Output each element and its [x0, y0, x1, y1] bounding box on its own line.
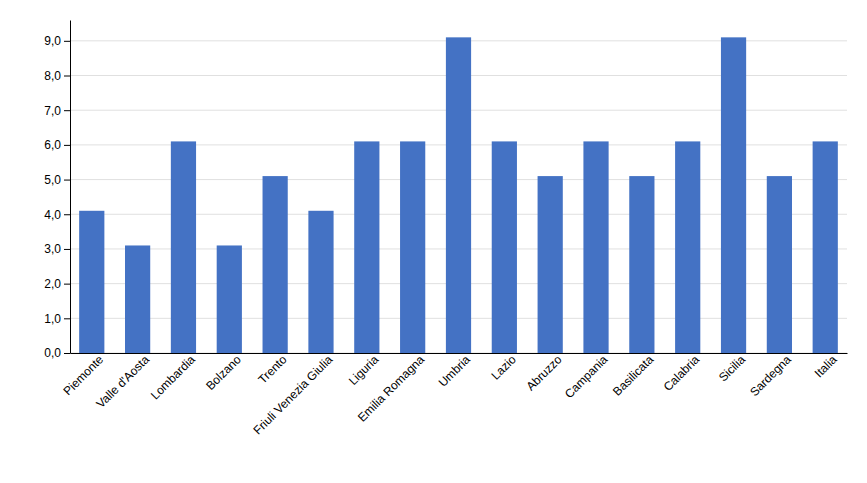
tick-label: 4,0 [44, 208, 61, 222]
x-axis: PiemonteValle d'AostaLombardiaBolzano Tre… [60, 352, 847, 437]
tick-label: Lazio [489, 352, 519, 382]
tick-label: 2,0 [44, 277, 61, 291]
tick: Trento [255, 352, 289, 386]
bar [813, 141, 838, 353]
bar [675, 141, 700, 353]
tick: Umbria [436, 352, 473, 389]
tick-mark [64, 145, 70, 146]
tick: Basilicata [610, 352, 656, 398]
tick-label: Umbria [436, 352, 473, 389]
tick: 0,0 [44, 346, 70, 360]
bar [125, 245, 150, 353]
tick: Emilia Romagna [355, 352, 427, 424]
chart: 0,0 1,0 2,0 3,0 4,0 5,0 6,0 7,0 8,0 9,0 PiemonteVa… [0, 0, 867, 483]
tick: Italia [812, 352, 840, 380]
tick-label: 9,0 [44, 34, 61, 48]
tick: 6,0 [44, 138, 70, 152]
y-axis: 0,0 1,0 2,0 3,0 4,0 5,0 6,0 7,0 8,0 9,0 [44, 21, 70, 361]
tick: Piemonte [60, 352, 106, 398]
tick-label: 0,0 [44, 346, 61, 360]
tick: 3,0 [44, 242, 70, 256]
tick-label: Emilia Romagna [355, 352, 427, 424]
plot: 0,0 1,0 2,0 3,0 4,0 5,0 6,0 7,0 8,0 9,0 PiemonteVa… [44, 21, 847, 438]
tick-label: Friuli Venezia Giulia [251, 352, 336, 437]
bar [583, 141, 608, 353]
bar [217, 245, 242, 353]
tick-label: Liguria [346, 352, 382, 388]
tick: Lombardia [148, 352, 198, 402]
tick: Sardegna [747, 352, 794, 399]
tick-label: Sardegna [747, 352, 794, 399]
bar [308, 211, 333, 353]
tick: 7,0 [44, 104, 70, 118]
tick-mark [64, 318, 70, 319]
tick-label: 7,0 [44, 104, 61, 118]
tick-mark [64, 249, 70, 250]
tick: 1,0 [44, 312, 70, 326]
tick: Liguria [346, 352, 382, 388]
tick-label: Valle d'Aosta [94, 352, 153, 411]
tick-label: Calabria [661, 352, 703, 394]
tick-label: 8,0 [44, 69, 61, 83]
tick: Sicilia [716, 352, 748, 384]
tick-label: Lombardia [148, 352, 198, 402]
bar [538, 176, 563, 353]
tick: 5,0 [44, 173, 70, 187]
tick-label: Abruzzo [524, 352, 565, 393]
bar [629, 176, 654, 353]
bar [400, 141, 425, 353]
tick-mark [64, 76, 70, 77]
tick-mark [64, 110, 70, 111]
tick-label: Sicilia [716, 352, 748, 384]
bar [721, 37, 746, 353]
tick-label: 6,0 [44, 138, 61, 152]
axis-line [70, 21, 71, 354]
tick-label: Basilicata [610, 352, 656, 398]
tick-mark [64, 41, 70, 42]
tick-label: 3,0 [44, 242, 61, 256]
tick-mark [64, 353, 70, 354]
tick: Bolzano [203, 352, 244, 393]
tick: Abruzzo [524, 352, 565, 393]
tick-label: Bolzano [203, 352, 244, 393]
bars [79, 37, 838, 353]
tick: Friuli Venezia Giulia [251, 352, 336, 437]
tick-label: Trento [255, 352, 289, 386]
tick-mark [64, 180, 70, 181]
tick-label: Campania [562, 352, 611, 401]
tick: Calabria [661, 352, 703, 394]
bar [263, 176, 288, 353]
tick: 8,0 [44, 69, 70, 83]
tick-mark [64, 284, 70, 285]
tick: Valle d'Aosta [94, 352, 153, 411]
tick-label: Piemonte [60, 352, 106, 398]
tick-label: 5,0 [44, 173, 61, 187]
bar [492, 141, 517, 353]
tick: 4,0 [44, 208, 70, 222]
tick: Lazio [489, 352, 519, 382]
bar [79, 211, 104, 353]
bar [767, 176, 792, 353]
bar [171, 141, 196, 353]
bar [354, 141, 379, 353]
tick: 9,0 [44, 34, 70, 48]
tick: 2,0 [44, 277, 70, 291]
bar [446, 37, 471, 353]
tick-mark [64, 214, 70, 215]
tick: Campania [562, 352, 611, 401]
tick-label: 1,0 [44, 312, 61, 326]
tick-label: Italia [812, 352, 840, 380]
